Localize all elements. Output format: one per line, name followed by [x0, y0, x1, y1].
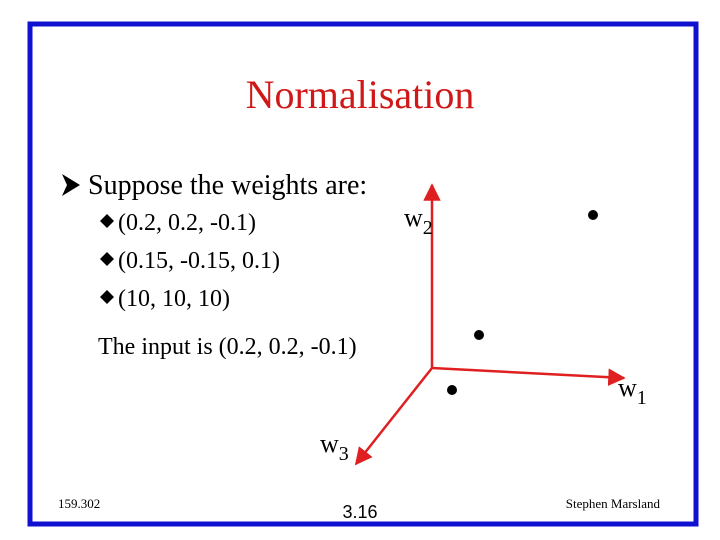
slide-title: Normalisation: [246, 72, 475, 117]
axis-label-base: w: [320, 429, 339, 458]
axis-label: w3: [320, 429, 349, 465]
axis-label-sub: 3: [339, 443, 349, 465]
footer-right: Stephen Marsland: [566, 496, 661, 511]
axes-diagram: w2 w1 w3: [320, 183, 647, 466]
axis-label-base: w: [618, 373, 637, 402]
sub-bullet-list: (0.2, 0.2, -0.1) (0.15, -0.15, 0.1) (10,…: [100, 210, 280, 312]
axis-w1: [431, 366, 626, 386]
diamond-bullet: [100, 214, 114, 228]
footer-left: 159.302: [58, 496, 100, 511]
weight-dot: [474, 330, 484, 340]
axis-label-sub: 2: [423, 217, 433, 239]
input-line: The input is (0.2, 0.2, -0.1): [98, 334, 357, 360]
diamond-bullet: [100, 252, 114, 266]
sub-bullet: (0.2, 0.2, -0.1): [118, 210, 256, 236]
axis-label: w1: [618, 373, 647, 409]
axis-label: w2: [404, 203, 433, 239]
bullet-text: Suppose the weights are:: [88, 170, 367, 201]
axis-label-sub: 1: [637, 387, 647, 409]
weight-dot: [447, 385, 457, 395]
axis-w3: [354, 367, 433, 466]
diamond-bullet: [100, 290, 114, 304]
axis-label-base: w: [404, 203, 423, 232]
slide-frame: [27, 21, 699, 527]
weight-dot: [588, 210, 598, 220]
footer-center: 3.16: [342, 502, 377, 522]
arrow-bullet: [62, 174, 80, 196]
sub-bullet: (0.15, -0.15, 0.1): [118, 248, 280, 274]
sub-bullet: (10, 10, 10): [118, 286, 230, 312]
